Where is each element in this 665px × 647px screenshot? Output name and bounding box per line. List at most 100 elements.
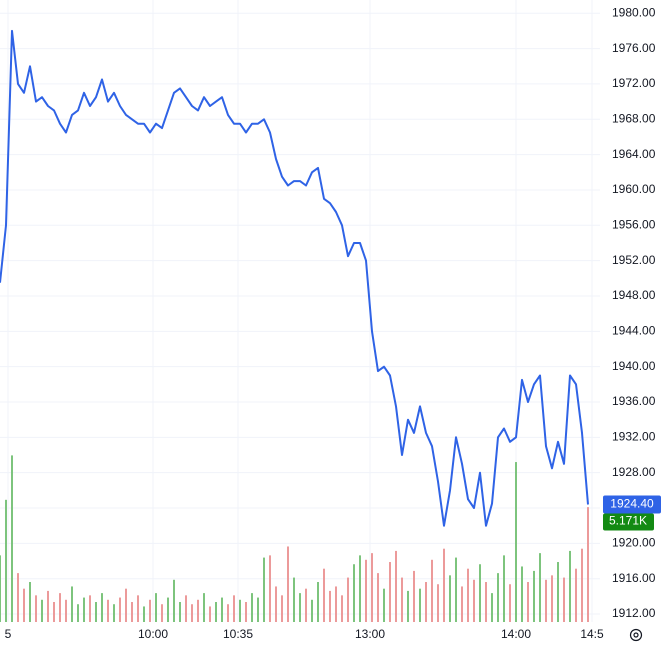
volume-bar [83,597,85,622]
volume-bar [515,462,517,622]
volume-bar [173,579,175,622]
y-tick-label: 1916.00 [612,571,656,585]
volume-bar [263,557,265,622]
y-tick-label: 1968.00 [612,111,656,125]
volume-bar [215,602,217,622]
volume-bar [0,555,1,622]
x-tick-label: 10:35 [223,627,253,641]
volume-bar [449,575,451,622]
volume-bar [335,586,337,622]
volume-bar [5,499,7,622]
volume-bar [371,553,373,622]
last-volume-badge [603,513,654,531]
volume-bar [257,597,259,622]
volume-bar [425,582,427,622]
volume-bar [323,568,325,622]
price-line [0,29,589,527]
volume-bar [569,550,571,622]
volume-bar [557,562,559,622]
volume-bar [353,564,355,622]
volume-bar [101,593,103,622]
volume-bar [317,582,319,622]
volume-bar [485,582,487,622]
volume-bar [47,590,49,622]
y-tick-label: 1920.00 [612,536,656,550]
x-tick-label: 13:00 [355,627,385,641]
volume-bar [299,593,301,622]
volume-bar [119,597,121,622]
volume-bar [533,570,535,622]
volume-bar [11,455,13,622]
volume-bar [359,555,361,622]
y-tick-label: 1928.00 [612,465,656,479]
volume-bar [479,564,481,622]
volume-bar [311,599,313,622]
last-price-badge [603,495,661,514]
volume-bar [179,602,181,622]
volume-bar [17,573,19,622]
x-tick-label: 5 [5,627,12,641]
volume-bar [587,507,589,622]
y-tick-label: 1960.00 [612,182,656,196]
volume-bar [191,604,193,622]
volume-bar [383,588,385,622]
volume-bar [35,595,37,622]
volume-bar [23,588,25,622]
volume-bar [419,588,421,622]
volume-bar [521,566,523,622]
y-tick-label: 1932.00 [612,430,656,444]
y-tick-label: 1944.00 [612,323,656,337]
volume-bar [59,593,61,622]
volume-bar [491,593,493,622]
volume-bar [125,588,127,622]
volume-bar [581,548,583,622]
volume-bar [431,559,433,622]
volume-bar [467,568,469,622]
x-tick-label: 14:5 [580,627,604,641]
grid [0,0,600,622]
volume-bar [497,573,499,622]
volume-bar [563,577,565,622]
volume-bar [461,586,463,622]
volume-bar [143,606,145,622]
settings-icon-core[interactable] [633,632,639,638]
volume-bar [347,577,349,622]
volume-bar [509,584,511,622]
volume-bar [131,602,133,622]
volume-bar [197,599,199,622]
volume-bar [443,548,445,622]
y-tick-label: 1976.00 [612,41,656,55]
volume-bar [437,584,439,622]
volume-bar [473,579,475,622]
volume-bar [233,595,235,622]
volume-bar [395,550,397,622]
volume-bar [401,577,403,622]
y-tick-label: 1956.00 [612,217,656,231]
volume-bar [155,593,157,622]
y-tick-label: 1912.00 [612,606,656,620]
volume-bar [539,553,541,622]
volume-bar [365,559,367,622]
volume [0,455,589,622]
volume-bar [551,575,553,622]
settings-icon[interactable] [629,628,643,642]
volume-bar [209,606,211,622]
volume-bar [251,593,253,622]
volume-bar [377,573,379,622]
volume-bar [329,590,331,622]
volume-bar [413,570,415,622]
volume-bar [77,604,79,622]
volume-bar [239,599,241,622]
volume-bar [203,593,205,622]
y-tick-label: 1980.00 [612,5,656,19]
y-tick-label: 1936.00 [612,394,656,408]
volume-bar [53,602,55,622]
settings-button[interactable] [629,628,643,642]
volume-bar [89,595,91,622]
volume-bar [71,586,73,622]
volume-bar [287,546,289,622]
volume-bar [281,595,283,622]
last-volume-label: 5.171K [609,514,647,528]
y-tick-label: 1940.00 [612,359,656,373]
